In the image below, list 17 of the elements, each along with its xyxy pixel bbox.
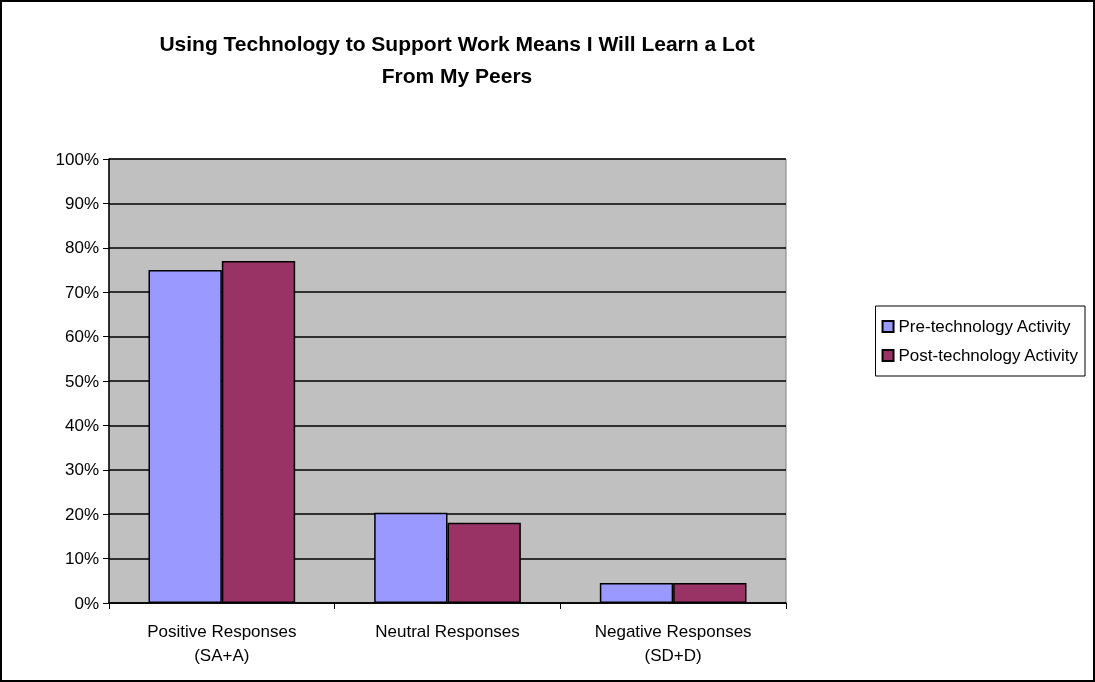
y-tick-label: 80% <box>64 238 99 258</box>
y-tick-label: 10% <box>64 549 99 569</box>
y-tick-label: 50% <box>64 371 99 391</box>
y-tick-label: 90% <box>64 193 99 213</box>
x-tick-label: Neutral Responses <box>375 621 520 641</box>
legend-label: Pre-technology Activity <box>898 317 1071 336</box>
x-tick-label: Negative Responses (SD+D) <box>594 621 752 665</box>
chart-title: Using Technology to Support Work Means I Will Learn a Lot From My Peers <box>159 31 755 87</box>
y-tick-label: 60% <box>64 327 99 347</box>
y-tick-label: 100% <box>55 149 99 169</box>
y-tick-label: 70% <box>64 282 99 302</box>
y-tick-label: 30% <box>64 460 99 480</box>
y-tick-label: 20% <box>64 504 99 524</box>
x-tick-label: Positive Responses (SA+A) <box>147 621 297 665</box>
legend-label: Post-technology Activity <box>898 346 1079 365</box>
y-tick-label: 0% <box>74 593 99 613</box>
y-tick-label: 40% <box>64 415 99 435</box>
